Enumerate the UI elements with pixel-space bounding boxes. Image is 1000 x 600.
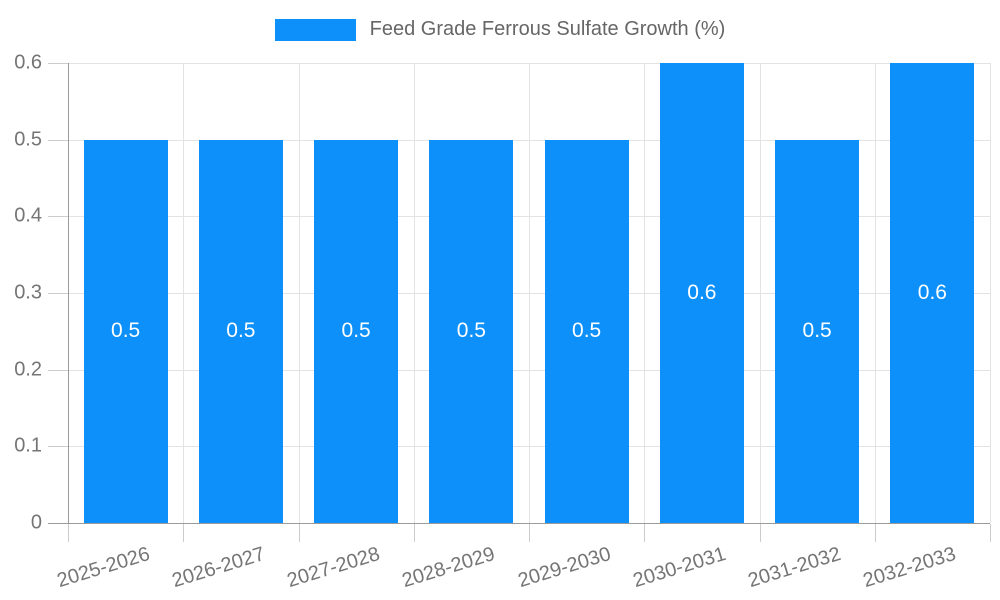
v-gridline — [529, 63, 530, 523]
bar-2026-2027[interactable]: 0.5 — [198, 139, 283, 523]
y-axis-tick — [48, 293, 68, 294]
y-axis-tick — [48, 446, 68, 448]
bar-2032-2033[interactable]: 0.6 — [890, 63, 975, 523]
y-axis-tick — [48, 369, 68, 371]
x-axis-tick — [68, 524, 69, 542]
x-axis-tick — [990, 524, 991, 542]
y-tick-label: 0.4 — [14, 204, 42, 227]
x-axis-tick — [874, 524, 876, 542]
v-gridline — [874, 63, 876, 523]
v-gridline — [759, 63, 761, 523]
legend-label: Feed Grade Ferrous Sulfate Growth (%) — [369, 18, 726, 40]
bar-value-label: 0.5 — [802, 319, 832, 343]
y-tick-label: 0.6 — [14, 51, 42, 74]
v-gridline — [644, 63, 646, 523]
bar-2025-2026[interactable]: 0.5 — [83, 139, 168, 523]
chart-legend[interactable]: Feed Grade Ferrous Sulfate Growth (%) — [0, 18, 1000, 41]
bar-2027-2028[interactable]: 0.5 — [314, 139, 399, 523]
y-tick-label: 0.1 — [14, 434, 42, 457]
x-axis-tick — [183, 524, 185, 542]
bar-value-label: 0.5 — [111, 319, 141, 343]
v-gridline — [183, 63, 185, 523]
y-axis-tick — [48, 216, 68, 218]
plot-area: 0.5 0.5 0.5 0.5 0.5 0.6 0.5 0.6 — [68, 63, 991, 524]
x-axis-tick — [529, 524, 530, 542]
bar-2030-2031[interactable]: 0.6 — [659, 63, 744, 523]
y-axis-tick — [48, 63, 68, 64]
x-axis-line — [48, 523, 990, 524]
y-axis-line — [68, 63, 69, 523]
y-axis-tick — [48, 139, 68, 141]
bar-value-label: 0.5 — [226, 319, 256, 343]
bar-value-label: 0.5 — [341, 319, 371, 343]
v-gridline — [413, 63, 415, 523]
legend-swatch — [274, 18, 356, 41]
bar-2031-2032[interactable]: 0.5 — [775, 139, 860, 523]
bar-value-label: 0.6 — [687, 281, 717, 304]
y-tick-label: 0 — [30, 511, 42, 534]
bar-value-label: 0.5 — [572, 319, 602, 343]
y-tick-label: 0.2 — [14, 358, 42, 381]
x-axis-tick — [298, 524, 300, 542]
x-axis-tick — [413, 524, 415, 542]
y-tick-label: 0.3 — [14, 281, 42, 304]
x-axis-tick — [644, 524, 646, 542]
x-axis-tick — [759, 524, 761, 542]
y-tick-label: 0.5 — [14, 128, 42, 151]
bar-2029-2030[interactable]: 0.5 — [544, 139, 629, 523]
v-gridline — [298, 63, 300, 523]
bar-value-label: 0.5 — [456, 319, 486, 343]
bar-2028-2029[interactable]: 0.5 — [429, 139, 514, 523]
bar-value-label: 0.6 — [917, 281, 947, 304]
v-gridline — [990, 63, 991, 523]
